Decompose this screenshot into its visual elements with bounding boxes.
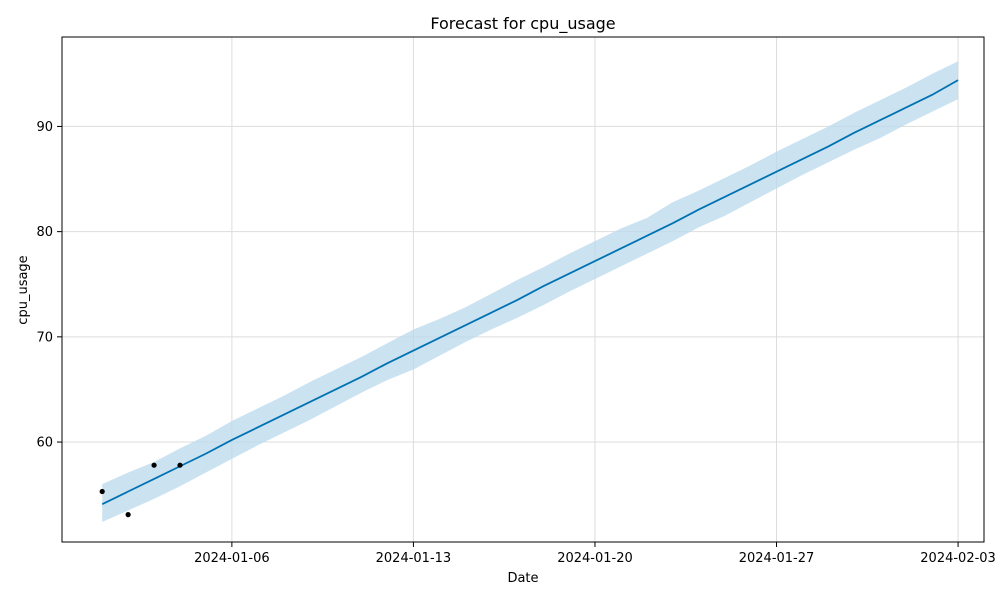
x-tick-label: 2024-01-13 bbox=[376, 551, 452, 566]
y-axis-ticks: 60 70 80 90 bbox=[36, 120, 62, 451]
observed-point bbox=[151, 462, 157, 468]
x-tick-label: 2024-01-06 bbox=[194, 551, 270, 566]
y-tick-label: 60 bbox=[36, 436, 53, 451]
y-tick-label: 90 bbox=[36, 120, 53, 135]
y-tick-label: 80 bbox=[36, 225, 53, 240]
observed-point bbox=[125, 512, 131, 518]
y-axis-label: cpu_usage bbox=[16, 255, 31, 324]
observed-points-layer bbox=[99, 462, 183, 518]
forecast-line-layer bbox=[101, 79, 959, 505]
uncertainty-band bbox=[102, 61, 959, 523]
x-tick-label: 2024-02-03 bbox=[920, 551, 996, 566]
y-tick-label: 70 bbox=[36, 330, 53, 345]
x-tick-label: 2024-01-27 bbox=[739, 551, 815, 566]
x-axis-label: Date bbox=[507, 571, 538, 586]
observed-point bbox=[177, 462, 183, 468]
x-tick-label: 2024-01-20 bbox=[557, 551, 633, 566]
chart-title: Forecast for cpu_usage bbox=[430, 14, 615, 34]
plot-frame bbox=[61, 36, 985, 543]
x-axis-ticks: 2024-01-06 2024-01-13 2024-01-20 2024-01-27… bbox=[194, 542, 996, 566]
forecast-line bbox=[101, 79, 959, 505]
observed-point bbox=[99, 488, 105, 495]
uncertainty-band-layer bbox=[102, 61, 959, 523]
